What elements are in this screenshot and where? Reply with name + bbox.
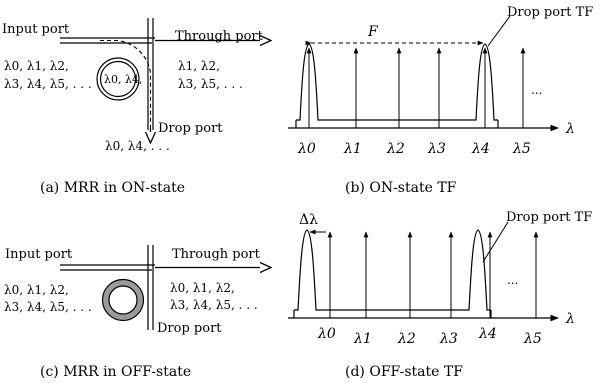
tick-b-0: λ0: [297, 141, 316, 157]
filter-lobe-d-0: [294, 229, 320, 311]
drop-port-tf-label-d: Drop port TF: [506, 210, 592, 225]
tick-d-3: λ3: [439, 331, 458, 347]
through-wavelengths-c-2: λ3, λ4, λ5, . . .: [170, 298, 258, 312]
panel-d-off-state-tf: Δλ Drop port TF ... λ λ0 λ1 λ2 λ3 λ4 λ5 …: [288, 210, 592, 380]
filter-lobe-d-4: [465, 229, 491, 311]
through-wavelengths-1: λ1, λ2,: [178, 59, 220, 73]
dropped-light-path: [100, 39, 152, 128]
tick-d-0: λ0: [317, 326, 336, 342]
drop-port-tf-label-b: Drop port TF: [507, 5, 593, 20]
tick-b-5: λ5: [512, 141, 531, 157]
caption-a: (a) MRR in ON-state: [40, 180, 185, 196]
panel-a-mrr-on: Input port Through port λ0, λ1, λ2, λ3, …: [2, 18, 270, 196]
filter-lobe-4: [472, 43, 498, 121]
axis-label-b: λ: [565, 121, 575, 137]
tick-d-4: λ4: [478, 326, 497, 342]
caption-c: (c) MRR in OFF-state: [40, 364, 191, 380]
tick-b-1: λ1: [343, 141, 362, 157]
ring-on: [96, 57, 140, 101]
drop-port-label-c: Drop port: [157, 321, 222, 336]
tick-d-2: λ2: [397, 331, 416, 347]
through-wavelengths-c-1: λ0, λ1, λ2,: [170, 281, 235, 295]
tick-b-4: λ4: [471, 141, 490, 157]
input-port-label-c: Input port: [5, 247, 73, 262]
tick-b-3: λ3: [427, 141, 446, 157]
input-port-label: Input port: [2, 22, 70, 37]
through-port-label-c: Through port: [172, 247, 261, 262]
input-wavelengths-1: λ0, λ1, λ2,: [4, 59, 69, 73]
ellipsis-b: ...: [531, 83, 542, 97]
caption-b: (b) ON-state TF: [345, 180, 457, 196]
tick-d-1: λ1: [353, 331, 372, 347]
input-wavelengths-c-2: λ3, λ4, λ5, . . .: [4, 300, 92, 314]
panel-b-on-state-tf: Drop port TF F ... λ λ0 λ1 λ2 λ3 λ4 λ5 (…: [288, 5, 593, 196]
input-wavelengths-c-1: λ0, λ1, λ2,: [4, 283, 69, 297]
fsr-label: F: [367, 24, 379, 40]
through-wavelengths-2: λ3, λ5, . . .: [178, 77, 243, 91]
tick-b-2: λ2: [386, 141, 405, 157]
input-wavelengths-2: λ3, λ4, λ5, . . .: [4, 77, 92, 91]
tick-d-5: λ5: [523, 331, 542, 347]
caption-d: (d) OFF-state TF: [345, 364, 463, 380]
ellipsis-d: ...: [507, 273, 518, 287]
panel-c-mrr-off: Input port Through port λ0, λ1, λ2, λ3, …: [4, 245, 270, 380]
through-port-label: Through port: [175, 29, 264, 44]
drop-wavelengths: λ0, λ4, . . .: [105, 139, 170, 153]
drop-port-label: Drop port: [158, 121, 223, 136]
ring-wavelengths: λ0, λ4,: [104, 73, 142, 86]
shift-label: Δλ: [299, 212, 318, 228]
axis-label-d: λ: [565, 311, 575, 327]
